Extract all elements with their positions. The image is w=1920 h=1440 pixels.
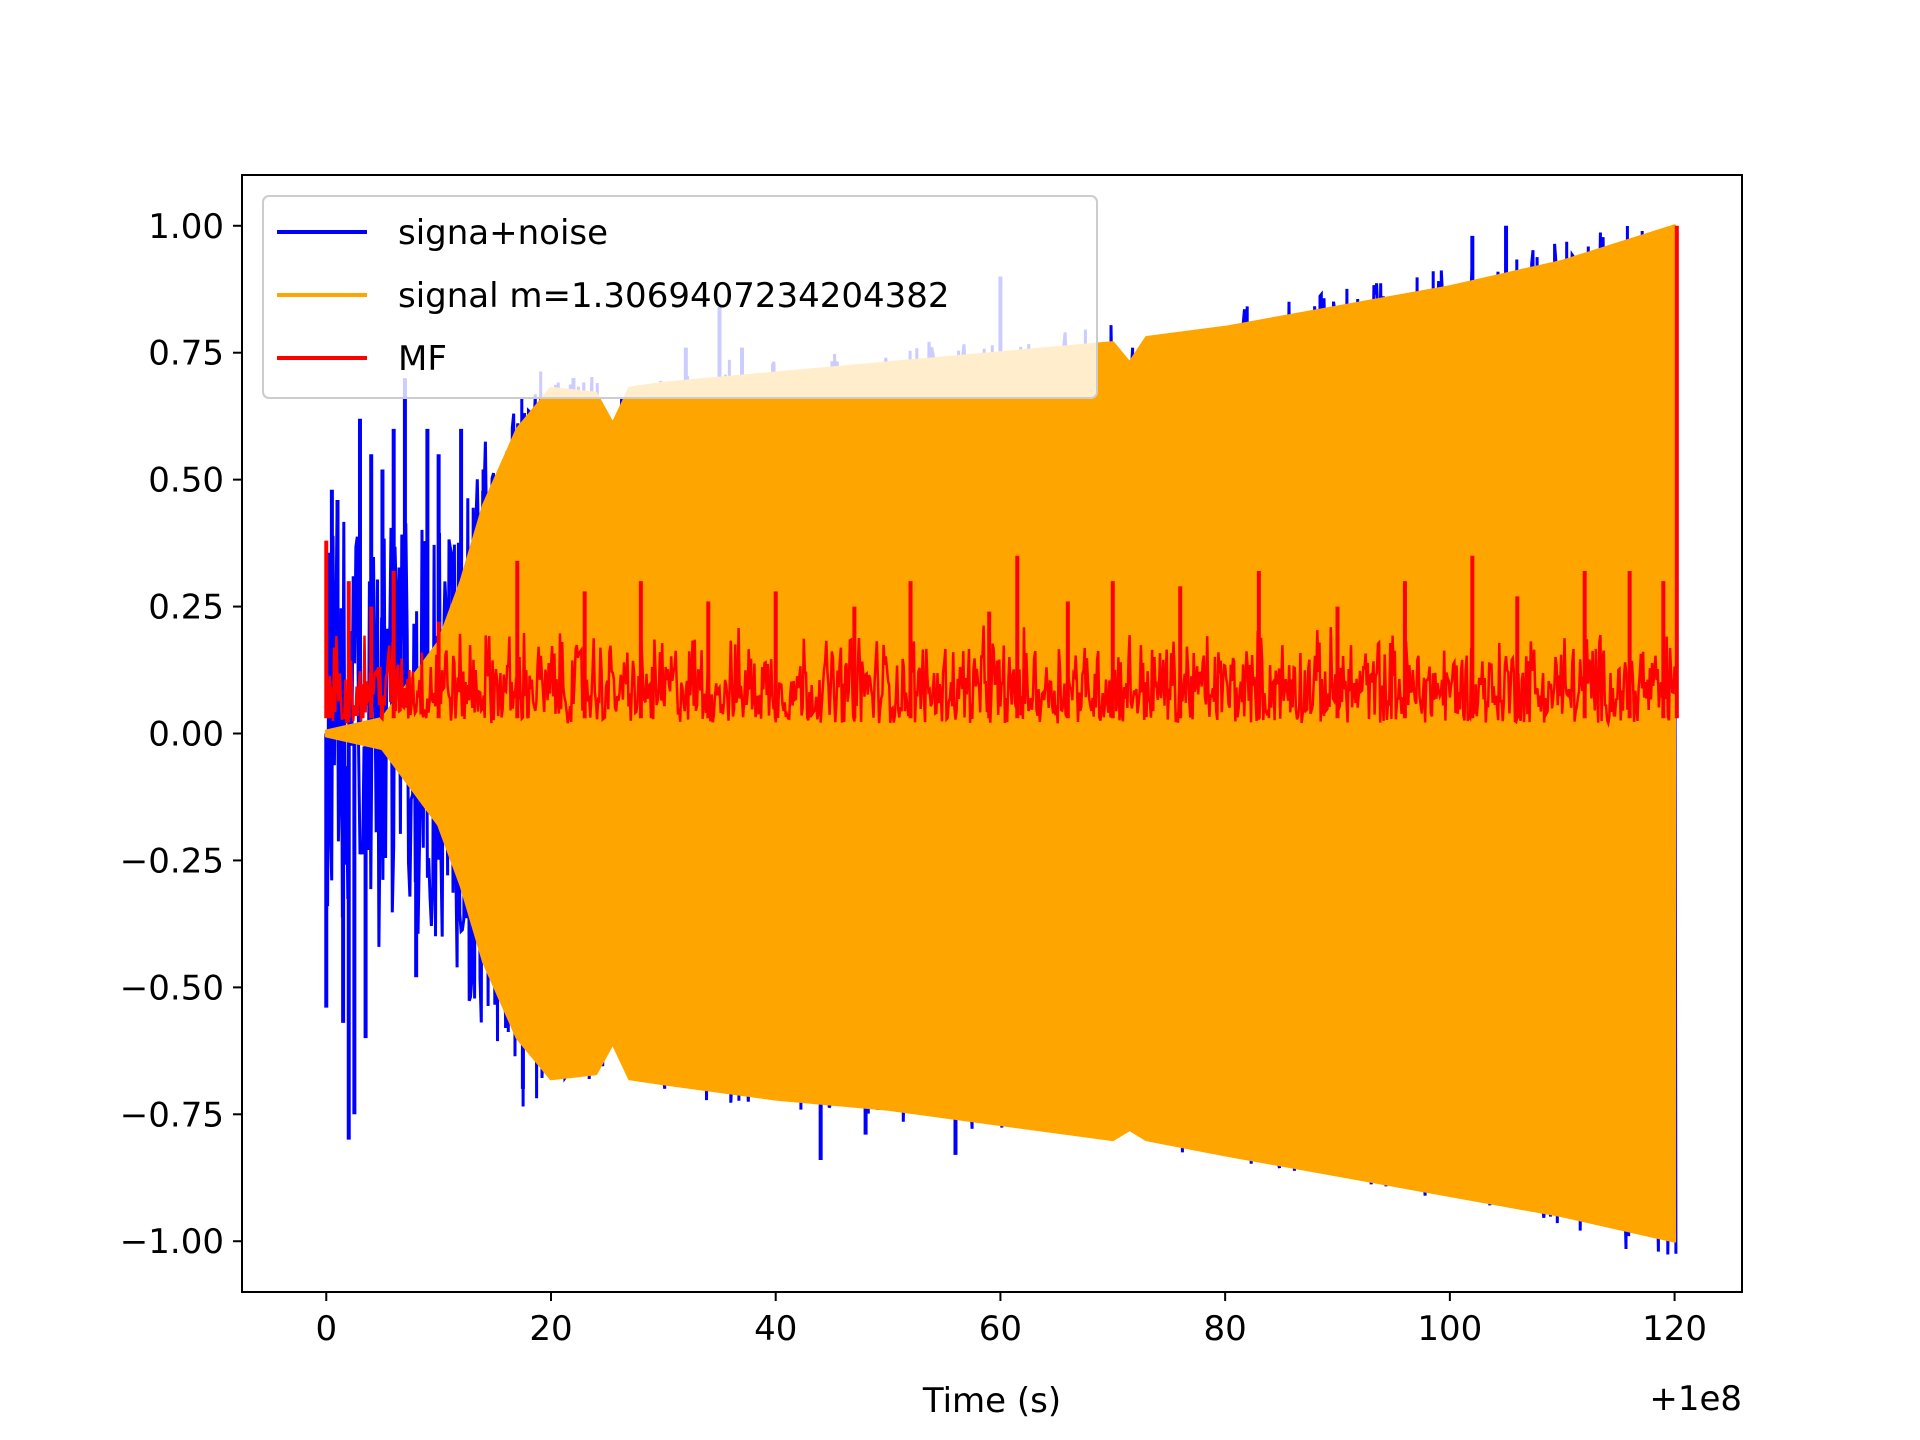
y-axis: 1.00 0.75 0.50 0.25 0.00 −0.25 −0.50 −0.75 −1.00 xyxy=(120,207,242,1262)
x-tick-label: 100 xyxy=(1417,1309,1482,1349)
y-tick-label: 0.50 xyxy=(148,461,224,501)
y-tick-label: 0.75 xyxy=(148,334,224,374)
legend: signa+noise signal m=1.3069407234204382 MF xyxy=(262,195,1098,399)
series-mf-line xyxy=(325,625,1676,729)
x-tick-label: 40 xyxy=(754,1309,797,1349)
y-tick-label: −0.50 xyxy=(120,968,224,1008)
x-tick-label: 80 xyxy=(1204,1309,1247,1349)
x-axis: 0 20 40 60 80 100 120 xyxy=(315,1292,1707,1349)
series-signal-envelope xyxy=(324,224,1677,1243)
x-tick-label: 120 xyxy=(1642,1309,1707,1349)
y-tick-label: 0.00 xyxy=(148,715,224,755)
legend-entry-signal-label: signal m=1.3069407234204382 xyxy=(398,276,950,316)
y-tick-label: 0.25 xyxy=(148,588,224,628)
legend-box xyxy=(262,195,1098,399)
y-tick-label: −0.25 xyxy=(120,841,224,881)
y-tick-label: −1.00 xyxy=(120,1222,224,1262)
x-offset-label: +1e8 xyxy=(1649,1379,1742,1419)
x-tick-label: 60 xyxy=(979,1309,1022,1349)
x-axis-label: Time (s) xyxy=(922,1381,1061,1421)
y-tick-label: 1.00 xyxy=(148,207,224,247)
plot-area xyxy=(324,224,1679,1255)
x-tick-label: 0 xyxy=(315,1309,337,1349)
legend-entry-signa-noise-label: signa+noise xyxy=(398,213,608,253)
legend-entry-mf-label: MF xyxy=(398,339,447,379)
x-tick-label: 20 xyxy=(529,1309,572,1349)
y-tick-label: −0.75 xyxy=(120,1095,224,1135)
